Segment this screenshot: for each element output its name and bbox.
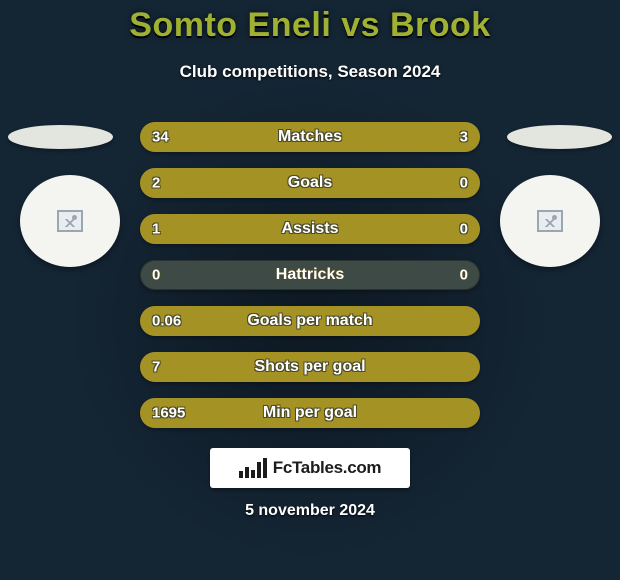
stat-value-left: 0.06 <box>152 313 181 330</box>
stat-value-left: 2 <box>152 175 160 192</box>
page-title: Somto Eneli vs Brook <box>0 6 620 45</box>
stat-bar-fill-left <box>140 122 405 152</box>
stat-value-left: 34 <box>152 129 169 146</box>
stat-value-right: 3 <box>460 129 468 146</box>
stat-label: Min per goal <box>263 404 357 422</box>
date-label: 5 november 2024 <box>0 502 620 520</box>
player-right-avatar <box>500 175 600 267</box>
site-logo: FcTables.com <box>210 448 410 488</box>
stat-value-left: 1695 <box>152 405 185 422</box>
stat-bar-fill-right <box>405 122 480 152</box>
stat-value-right: 0 <box>460 267 468 284</box>
bar-chart-icon <box>239 458 267 478</box>
stat-label: Hattricks <box>276 266 344 284</box>
stat-value-right: 0 <box>460 221 468 238</box>
player-right-ellipse <box>507 125 612 149</box>
image-placeholder-icon <box>57 210 83 232</box>
page-subtitle: Club competitions, Season 2024 <box>0 62 620 82</box>
stat-label: Shots per goal <box>254 358 365 376</box>
stat-bar: 2 0 Goals <box>140 168 480 198</box>
image-placeholder-icon <box>537 210 563 232</box>
stat-bar: 7 Shots per goal <box>140 352 480 382</box>
stat-value-right: 0 <box>460 175 468 192</box>
stat-bars-container: 34 3 Matches 2 0 Goals 1 0 Assists 0 0 Hattricks 0.0… <box>140 122 480 444</box>
stat-label: Goals <box>288 174 332 192</box>
site-logo-text: FcTables.com <box>273 458 382 478</box>
stat-bar: 0 0 Hattricks <box>140 260 480 290</box>
stat-bar: 0.06 Goals per match <box>140 306 480 336</box>
stat-bar: 1 0 Assists <box>140 214 480 244</box>
player-left-avatar <box>20 175 120 267</box>
player-left-ellipse <box>8 125 113 149</box>
stat-value-left: 1 <box>152 221 160 238</box>
stat-bar: 34 3 Matches <box>140 122 480 152</box>
stat-value-left: 0 <box>152 267 160 284</box>
stat-label: Goals per match <box>247 312 372 330</box>
stat-value-left: 7 <box>152 359 160 376</box>
stat-label: Assists <box>282 220 339 238</box>
stat-label: Matches <box>278 128 342 146</box>
stat-bar: 1695 Min per goal <box>140 398 480 428</box>
